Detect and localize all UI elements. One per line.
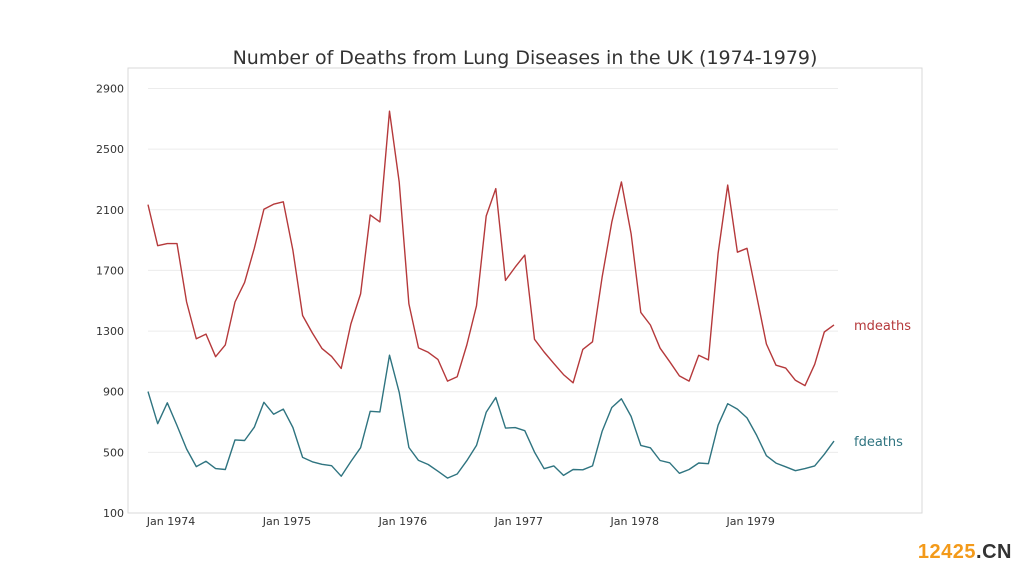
x-tick-label: Jan 1974: [146, 515, 195, 528]
series-lines: [147, 110, 835, 479]
y-tick-label: 900: [103, 386, 124, 399]
watermark-domain: CN: [982, 541, 1012, 563]
series-line-mdeaths: [147, 110, 835, 387]
watermark-logo: 12425.CN: [918, 541, 1012, 564]
y-tick-label: 2900: [96, 83, 124, 96]
y-tick-label: 100: [103, 507, 124, 520]
x-tick-label: Jan 1977: [494, 515, 543, 528]
y-tick-label: 500: [103, 446, 124, 459]
x-tick-label: Jan 1976: [378, 515, 427, 528]
x-tick-label: Jan 1979: [725, 515, 774, 528]
watermark-dot: .: [976, 541, 983, 563]
x-tick-label: Jan 1975: [262, 515, 311, 528]
x-axis-ticks: Jan 1974 Jan 1975 Jan 1976 Jan 1977 Jan 1978…: [146, 515, 775, 528]
gridlines: [148, 88, 838, 453]
y-tick-label: 2100: [96, 204, 124, 217]
series-label-mdeaths: mdeaths: [854, 319, 911, 334]
y-tick-label: 2500: [96, 143, 124, 156]
series-labels: mdeaths fdeaths: [854, 319, 911, 450]
series-line-fdeaths: [147, 354, 835, 479]
plot-frame: [127, 67, 923, 514]
y-tick-label: 1700: [96, 264, 124, 277]
x-tick-label: Jan 1978: [610, 515, 659, 528]
chart-title: Number of Deaths from Lung Diseases in t…: [233, 47, 818, 69]
watermark-number: 12425: [917, 541, 977, 563]
y-axis-ticks: 100 500 900 1300 1700 2100 2500 2900: [96, 83, 124, 521]
y-tick-label: 1300: [96, 325, 124, 338]
series-label-fdeaths: fdeaths: [854, 435, 903, 450]
